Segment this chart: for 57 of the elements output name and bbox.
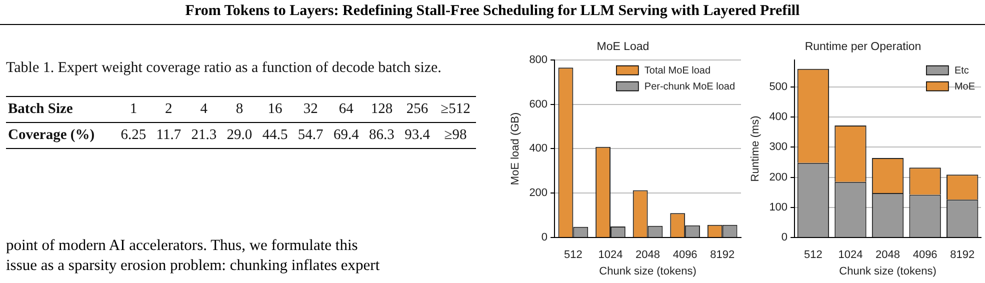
legend-label: Per-chunk MoE load [644, 82, 736, 93]
x-tick-label: 1024 [838, 249, 863, 262]
text: 256 [400, 96, 436, 122]
y-tick-label: 800 [529, 54, 548, 66]
text: 8 [222, 96, 258, 122]
x-tick-label: 512 [804, 249, 822, 262]
y-tick-label: 0 [781, 232, 788, 244]
text: 128 [364, 96, 400, 122]
text: point of modern AI accelerators. Thus, we formulate this [6, 236, 359, 256]
text: 1 [116, 96, 152, 122]
text: Batch Size [6, 96, 116, 122]
chart-title: MoE Load [596, 41, 650, 54]
text: ≥512 [435, 96, 476, 122]
y-tick-label: 400 [769, 111, 788, 124]
y-tick-label: 500 [769, 80, 788, 93]
legend-label: Total MoE load [644, 66, 711, 77]
text: 86.3 [364, 122, 400, 148]
legend-label: MoE [954, 82, 976, 93]
text: ≥98 [435, 122, 476, 148]
chart-title: Runtime per Operation [804, 41, 922, 54]
x-tick-label: 4096 [912, 249, 938, 262]
y-tick-label: 200 [769, 171, 788, 184]
legend-label: Etc [954, 66, 969, 77]
text: 11.7 [151, 122, 186, 148]
x-axis-title: Chunk size (tokens) [839, 265, 936, 278]
text: 29.0 [222, 122, 258, 148]
text: 16 [257, 96, 293, 122]
y-tick-label: 0 [541, 232, 548, 244]
caption: Table 1. Expert weight coverage ratio as a function of decode batch size. [6, 59, 442, 78]
y-axis-title: Runtime (ms) [750, 116, 762, 182]
text: issue as a sparsity erosion problem: chunking inflates expert [6, 256, 381, 276]
text: 2 [151, 96, 186, 122]
text: Coverage (%) [6, 122, 116, 148]
text: 64 [328, 96, 364, 122]
x-tick-label: 2048 [636, 249, 660, 262]
text: 44.5 [257, 122, 293, 148]
text: From Tokens to Layers: Redefining Stall-Free Scheduling for LLM Serving with Layered Prefill [0, 0, 985, 25]
y-tick-label: 600 [529, 98, 548, 110]
text: 93.4 [400, 122, 436, 148]
x-tick-label: 4096 [672, 249, 698, 262]
y-tick-label: 400 [529, 142, 548, 155]
x-axis-title: Chunk size (tokens) [599, 265, 696, 278]
text: 4 [186, 96, 222, 122]
text: 32 [292, 96, 328, 122]
text: 69.4 [328, 122, 364, 148]
y-tick-label: 200 [529, 187, 548, 200]
x-tick-label: 8192 [710, 249, 735, 262]
x-tick-label: 2048 [876, 249, 900, 262]
x-tick-label: 1024 [598, 249, 623, 262]
text: 21.3 [186, 122, 222, 148]
y-tick-label: 100 [769, 201, 788, 214]
x-tick-label: 512 [564, 249, 582, 262]
y-axis-title: MoE load (GB) [510, 112, 522, 186]
x-tick-label: 8192 [950, 249, 975, 262]
text: 54.7 [292, 122, 328, 148]
y-tick-label: 300 [769, 141, 788, 154]
text: 6.25 [116, 122, 152, 148]
